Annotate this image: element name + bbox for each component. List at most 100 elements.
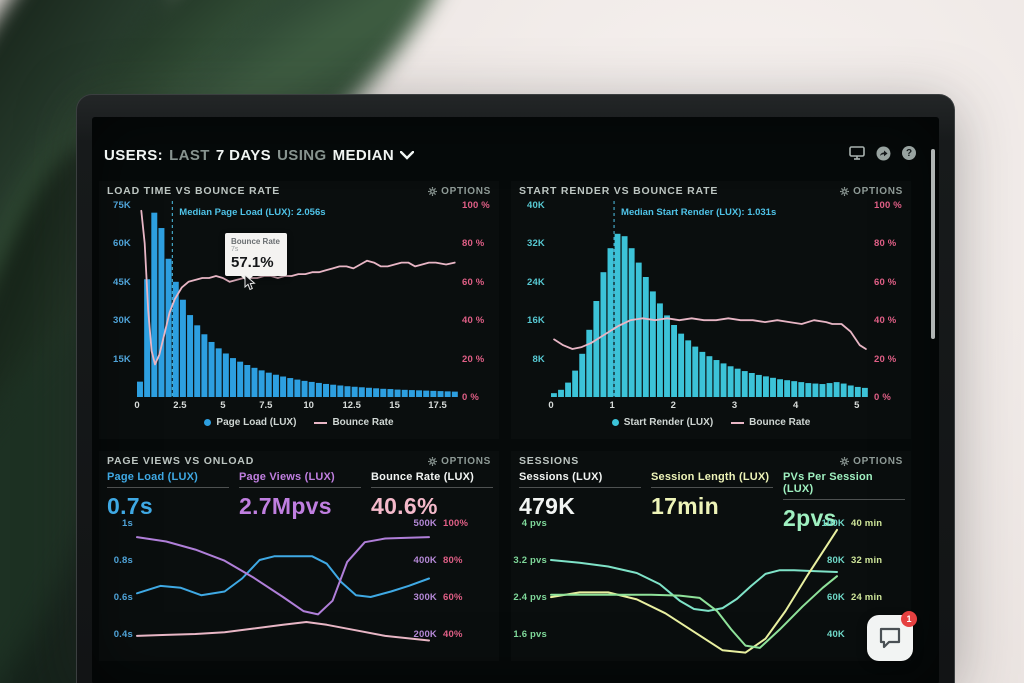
histogram-bar — [784, 380, 791, 397]
stat-value: 17min — [651, 493, 719, 519]
options-label: OPTIONS — [441, 185, 491, 197]
display-icon[interactable] — [849, 145, 865, 161]
histogram-bar — [854, 386, 861, 397]
scrollbar[interactable] — [931, 149, 935, 339]
title-using: USING — [277, 146, 327, 164]
axis-tick-label: 0 — [548, 400, 554, 411]
histogram-bar — [437, 391, 444, 397]
help-icon[interactable]: ? — [901, 145, 917, 161]
histogram-bar — [380, 388, 387, 397]
stat-value: 40.6% — [371, 493, 438, 519]
histogram-bar — [323, 383, 329, 397]
dashboard-title[interactable]: USERS: LAST 7 DAYS USING MEDIAN — [104, 143, 415, 167]
histogram-bar — [586, 329, 593, 397]
histogram-bar — [621, 236, 628, 397]
axis-tick-label: 2 — [670, 400, 676, 411]
panel-load-time-vs-bounce-rate: LOAD TIME VS BOUNCE RATE OPTIONS Median … — [99, 181, 499, 439]
axis-tick-label: 24 min — [851, 592, 883, 603]
panel-page-views-vs-onload: PAGE VIEWS VS ONLOAD OPTIONS Page Load (… — [99, 451, 499, 661]
axis-tick-label: 5 — [220, 400, 226, 411]
series-line — [136, 536, 430, 616]
histogram-bar — [194, 325, 201, 397]
axis-tick-label: 40K — [826, 629, 845, 640]
legend-page-load[interactable]: Page Load (LUX) — [204, 417, 296, 428]
histogram-bar — [847, 385, 854, 397]
gear-icon — [428, 186, 438, 196]
legend-start-render[interactable]: Start Render (LUX) — [611, 417, 713, 428]
axis-tick-label: 8K — [532, 353, 545, 365]
gear-icon — [840, 186, 850, 196]
histogram-bar — [251, 367, 258, 397]
histogram-bar — [430, 390, 437, 397]
axis-tick-label: 60 % — [462, 276, 485, 288]
histogram-bar — [812, 383, 819, 397]
legend-bounce-rate[interactable]: Bounce Rate — [314, 417, 394, 428]
histogram-bar — [607, 248, 614, 397]
options-button[interactable]: OPTIONS — [428, 186, 491, 197]
options-button[interactable]: OPTIONS — [840, 186, 903, 197]
axis-tick-label: 0 — [134, 400, 140, 411]
histogram-bar — [244, 365, 251, 397]
histogram-bar — [671, 325, 677, 397]
options-button[interactable]: OPTIONS — [840, 456, 903, 467]
histogram-bar — [791, 381, 798, 397]
histogram-bar — [408, 390, 415, 397]
sessions-line-chart[interactable] — [511, 451, 911, 661]
share-icon[interactable] — [875, 145, 891, 161]
axis-tick-label: 17.5 — [428, 400, 447, 411]
histogram-bar — [692, 346, 699, 397]
histogram-bar — [330, 384, 337, 397]
chevron-down-icon[interactable] — [400, 150, 415, 160]
histogram-bar — [308, 381, 315, 397]
axis-tick-label: 0.4s — [113, 629, 133, 640]
stat-page-views: Page Views (LUX) 2.7Mpvs — [239, 471, 361, 520]
histogram-bar — [657, 303, 663, 397]
axis-tick-label: 0.8s — [113, 555, 133, 566]
histogram-bar — [805, 383, 812, 397]
notification-badge: 1 — [901, 611, 917, 627]
load-time-histogram-chart[interactable] — [99, 181, 499, 413]
axis-tick-label: 40 % — [462, 315, 485, 327]
axis-tick-label: 100% — [443, 518, 469, 529]
axis-tick-label: 60K — [826, 592, 845, 603]
axis-tick-label: 32 min — [851, 555, 883, 566]
histogram-bar — [373, 388, 380, 397]
histogram-bar — [272, 374, 279, 397]
axis-tick-label: 15K — [112, 353, 131, 365]
histogram-bar — [230, 358, 236, 397]
axis-tick-label: 7.5 — [259, 400, 273, 411]
axis-tick-label: 24K — [526, 276, 545, 288]
stat-session-length: Session Length (LUX) 17min — [651, 471, 773, 520]
stat-value: 0.7s — [107, 493, 153, 519]
histogram-bar — [833, 382, 840, 397]
page-views-line-chart[interactable] — [99, 451, 499, 661]
histogram-bar — [451, 391, 458, 397]
histogram-bar — [551, 393, 557, 397]
legend-bounce-rate[interactable]: Bounce Rate — [731, 417, 810, 428]
histogram-bar — [301, 380, 308, 397]
histogram-bar — [387, 389, 394, 397]
histogram-bar — [572, 370, 579, 397]
series-line — [136, 555, 430, 598]
panel-title: START RENDER VS BOUNCE RATE — [519, 185, 719, 197]
median-annotation: Median Start Render (LUX): 1.031s — [621, 207, 777, 218]
axis-tick-label: 100 % — [462, 200, 490, 211]
histogram-bar — [748, 373, 755, 397]
options-button[interactable]: OPTIONS — [428, 456, 491, 467]
histogram-bar — [861, 387, 868, 397]
stat-value: 479K — [519, 493, 576, 519]
start-render-histogram-chart[interactable] — [511, 181, 911, 413]
histogram-bar — [158, 228, 165, 397]
legend-dot — [611, 419, 619, 426]
legend-dash — [314, 421, 328, 424]
histogram-bar — [579, 353, 586, 397]
title-days: 7 DAYS — [215, 146, 272, 164]
chat-widget-button[interactable]: 1 — [867, 611, 917, 661]
axis-tick-label: 0 % — [874, 392, 891, 403]
histogram-bar — [401, 389, 408, 397]
histogram-bar — [777, 379, 783, 397]
histogram-bar — [265, 372, 272, 397]
axis-tick-label: 100K — [821, 518, 845, 529]
gear-icon — [428, 456, 438, 466]
